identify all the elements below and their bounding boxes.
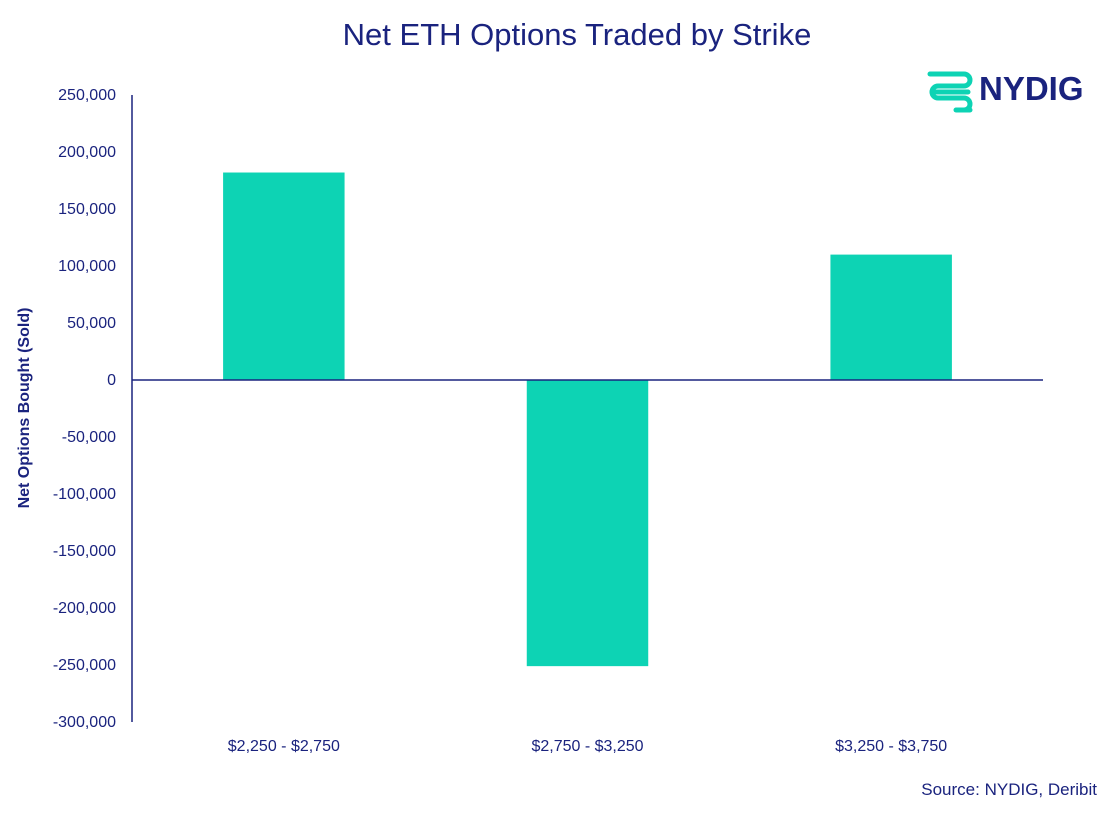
chart-title: Net ETH Options Traded by Strike [343, 17, 812, 52]
y-tick-label: -250,000 [53, 657, 116, 674]
y-tick-label: 200,000 [58, 144, 116, 161]
y-tick-label: -100,000 [53, 486, 116, 503]
nydig-logo: NYDIG [927, 70, 1084, 113]
source-note: Source: NYDIG, Deribit [921, 780, 1097, 799]
y-tick-label: -50,000 [62, 429, 116, 446]
bars [223, 172, 952, 667]
x-tick-label: $2,750 - $3,250 [531, 738, 643, 755]
y-tick-label: 0 [107, 372, 116, 389]
bar [830, 254, 952, 380]
nydig-logo-text: NYDIG [979, 70, 1084, 107]
y-tick-label: 150,000 [58, 201, 116, 218]
x-tick-label: $2,250 - $2,750 [228, 738, 340, 755]
y-tick-label: -150,000 [53, 543, 116, 560]
y-axis-ticks: 250,000 200,000 150,000 100,000 50,000 0 -50,0… [53, 87, 116, 731]
y-axis-label: Net Options Bought (Sold) [16, 308, 33, 509]
nydig-logo-icon [927, 71, 973, 113]
y-tick-label: 100,000 [58, 258, 116, 275]
bar [223, 172, 345, 380]
bar [526, 380, 649, 667]
y-tick-label: -300,000 [53, 714, 116, 731]
x-axis-ticks: $2,250 - $2,750 $2,750 - $3,250 $3,250 - $… [228, 738, 948, 755]
y-tick-label: 50,000 [67, 315, 116, 332]
x-tick-label: $3,250 - $3,750 [835, 738, 947, 755]
y-tick-label: 250,000 [58, 87, 116, 104]
y-tick-label: -200,000 [53, 600, 116, 617]
